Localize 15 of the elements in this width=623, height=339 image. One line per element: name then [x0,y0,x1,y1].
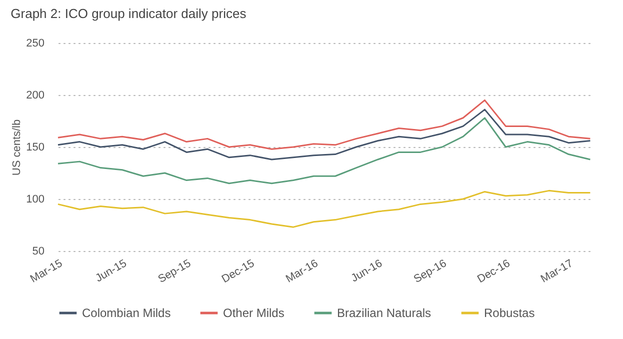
line-series [57,108,591,160]
legend-label: Robustas [484,306,535,320]
y-tick-label: 150 [26,142,44,154]
legend-label: Colombian Milds [82,306,171,320]
legend-label: Brazilian Naturals [337,306,432,320]
chart-title: Graph 2: ICO group indicator daily prices [10,6,247,21]
line-series [57,99,591,150]
line-series [57,117,591,184]
line-series [57,190,591,228]
legend-label: Other Milds [223,306,284,320]
y-tick-label: 250 [26,38,44,50]
y-tick-label: 50 [32,246,44,258]
y-tick-label: 200 [26,90,44,102]
y-axis-title: US cents/lb [11,119,24,176]
y-tick-label: 100 [26,194,44,206]
